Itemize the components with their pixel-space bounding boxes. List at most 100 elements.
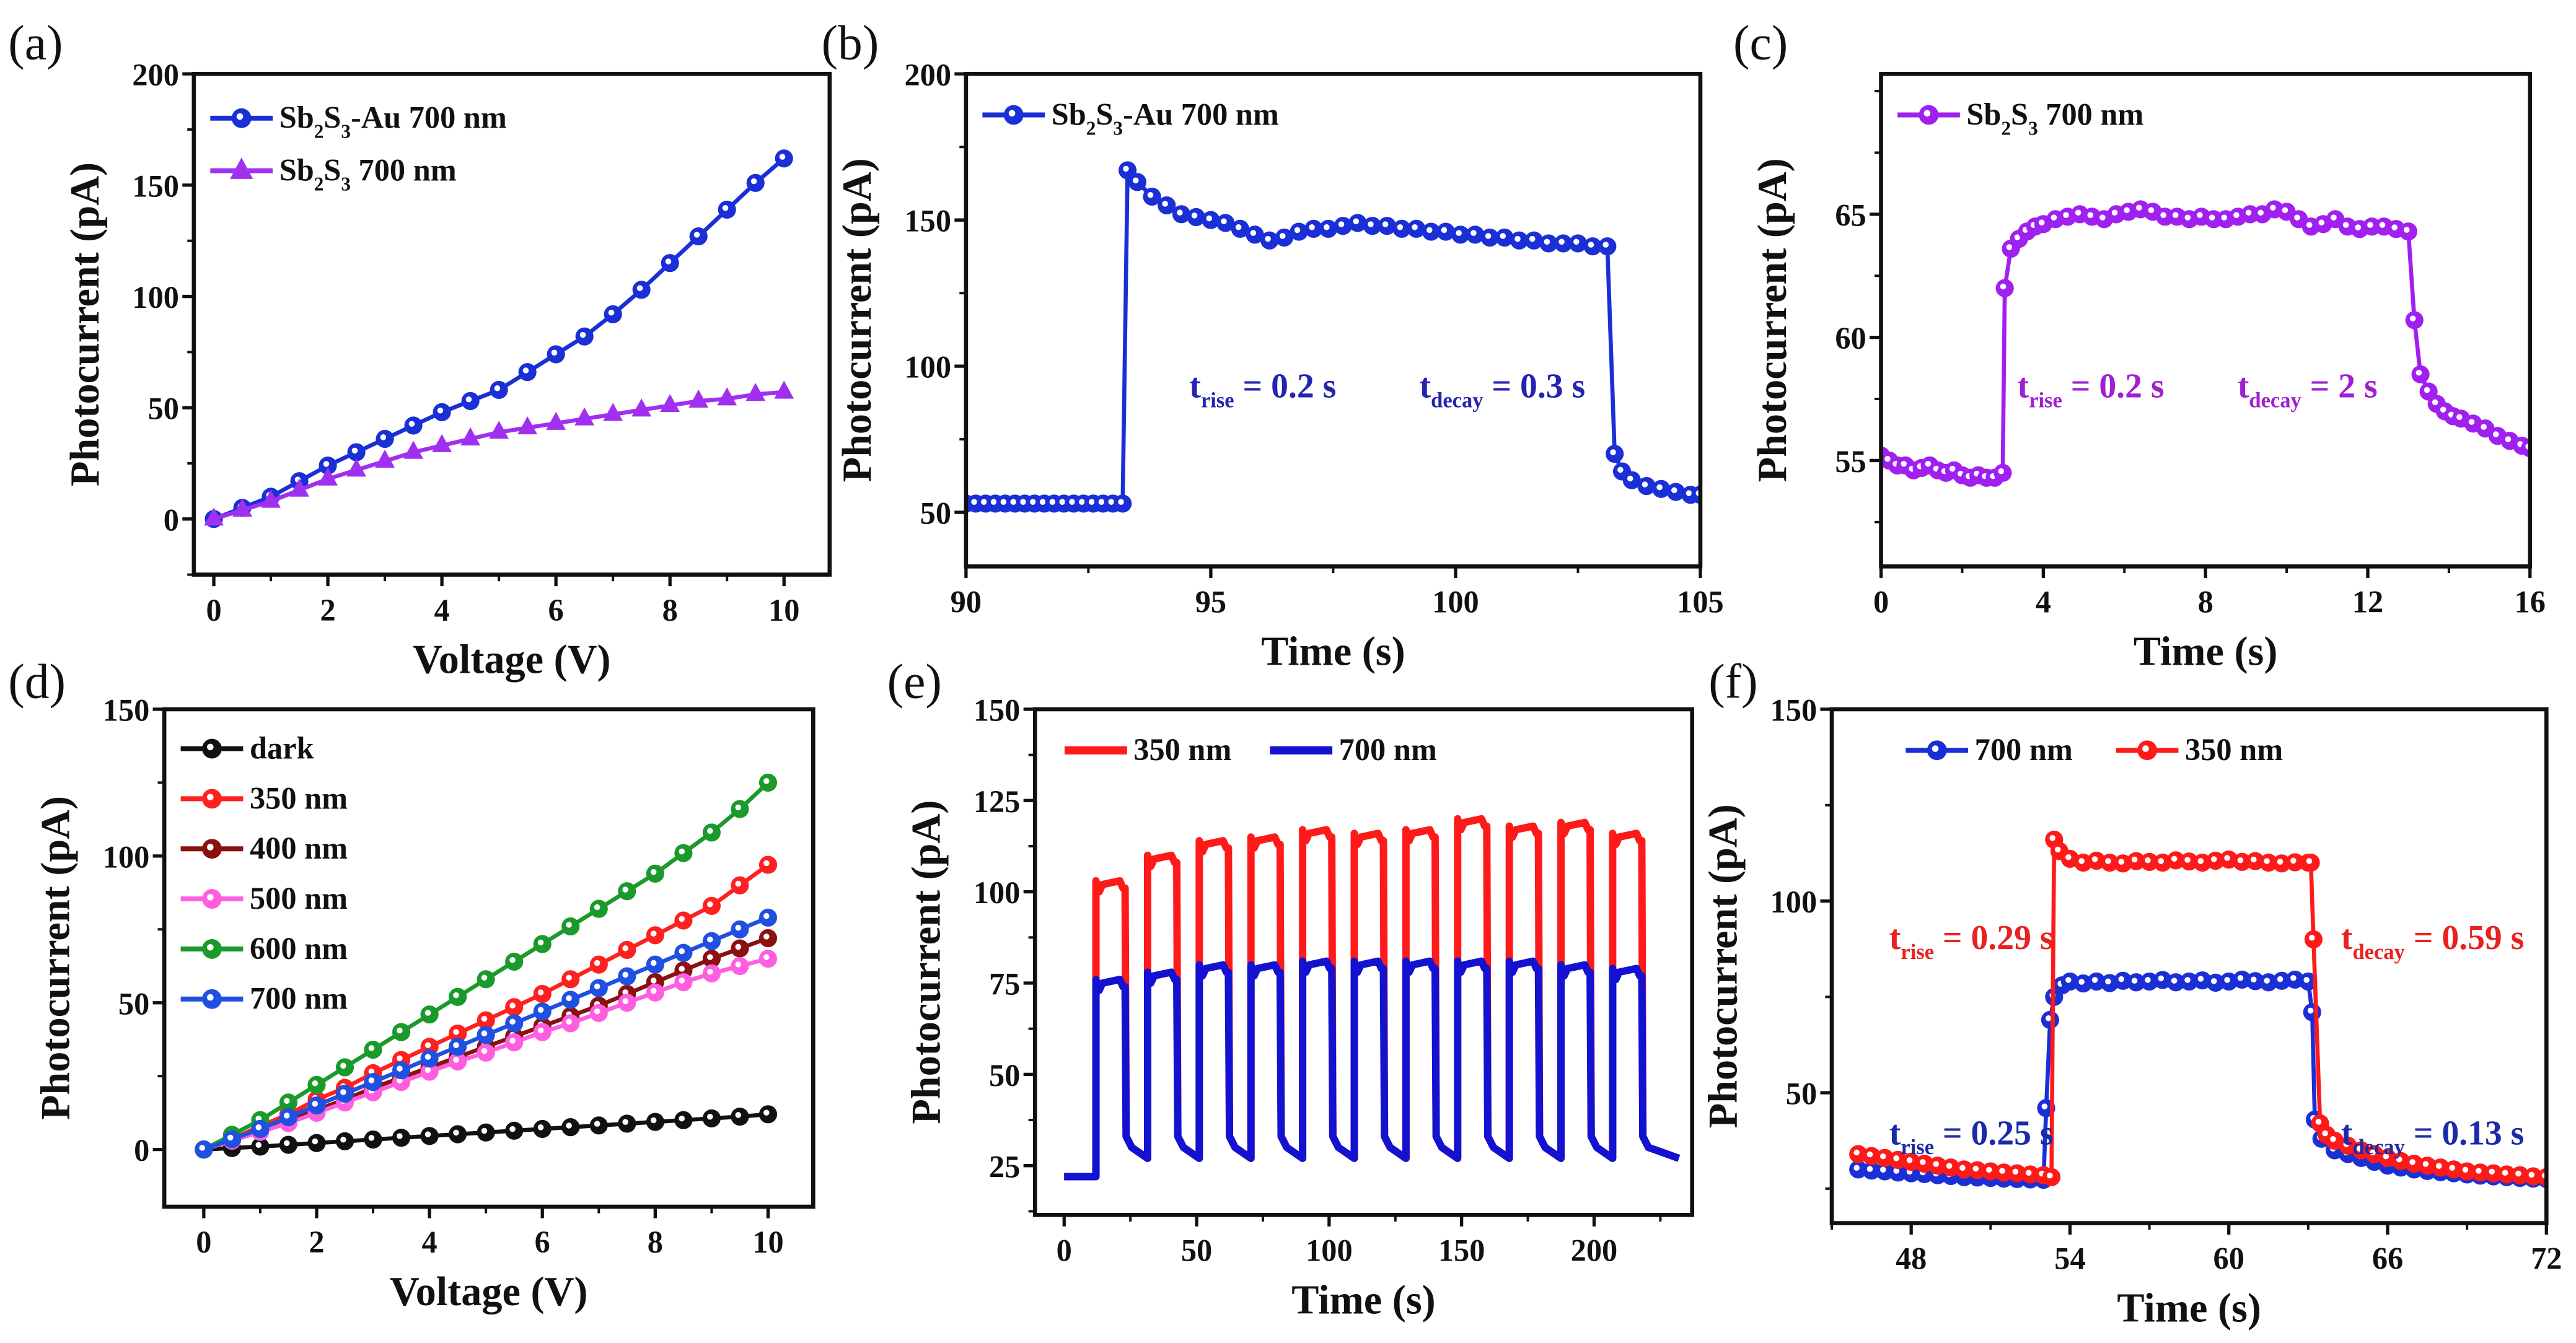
annotation: tdecay = 2 s — [2238, 367, 2378, 412]
y-tick-label: 200 — [904, 58, 951, 92]
y-axis-title: Photocurrent (pA) — [903, 800, 949, 1124]
data-point-highlight — [2224, 855, 2230, 861]
data-point-highlight — [2383, 1153, 2389, 1160]
legend-label: 600 nm — [250, 931, 348, 966]
y-axis-title: Photocurrent (pA) — [835, 158, 880, 482]
x-tick-label: 100 — [1306, 1233, 1353, 1267]
data-point-highlight — [594, 960, 600, 966]
legend: dark 350 nm 400 nm 500 nm 600 nm 700 nm — [180, 730, 348, 1016]
data-point-highlight — [1642, 481, 1648, 488]
data-point-highlight — [1602, 242, 1609, 248]
data-point-highlight — [2065, 977, 2072, 983]
data-point-highlight — [312, 1101, 319, 1107]
data-point-highlight — [1412, 224, 1418, 230]
data-point-highlight — [2330, 1136, 2336, 1142]
panel-b: (b) 90 95 100 105 50 100 150 200 Time (s) Photocur… — [822, 15, 1724, 674]
data-point-highlight — [1500, 233, 1506, 239]
y-tick-label: 150 — [103, 693, 150, 728]
data-point-highlight — [509, 1038, 516, 1044]
data-point-highlight — [2416, 369, 2422, 376]
data-point-highlight — [2014, 234, 2021, 240]
x-tick-label: 16 — [2515, 585, 2546, 619]
data-point-highlight — [2172, 212, 2179, 218]
text-segment: 350 nm — [2185, 732, 2283, 767]
data-point-highlight — [706, 968, 713, 975]
data-point-highlight — [2489, 1168, 2495, 1175]
data-point-highlight — [2422, 1161, 2429, 1167]
panel-label: (d) — [8, 654, 66, 709]
data-point-highlight — [1177, 209, 1183, 216]
x-tick-label: 6 — [535, 1225, 550, 1259]
data-point-highlight — [2237, 857, 2244, 864]
x-tick-label: 4 — [434, 593, 450, 628]
legend-marker-highlight — [207, 743, 214, 751]
x-tick-label: 150 — [1438, 1233, 1485, 1267]
data-point-highlight — [2307, 1007, 2314, 1014]
text-segment: S — [2011, 97, 2028, 131]
data-point-highlight — [368, 1135, 375, 1141]
data-point-highlight — [2063, 212, 2069, 218]
data-point-highlight — [453, 1129, 459, 1136]
legend-label: 700 nm — [250, 981, 348, 1016]
legend-marker-highlight — [207, 894, 214, 901]
data-point-highlight — [2025, 1170, 2032, 1176]
data-point-highlight — [340, 1089, 346, 1095]
y-tick-label: 0 — [134, 1133, 149, 1168]
annotation: tdecay = 0.59 s — [2341, 919, 2524, 964]
data-point-highlight — [551, 349, 558, 356]
series-0 — [965, 161, 1700, 513]
subscript-text: 2 — [314, 121, 324, 142]
text-segment: = 0.2 s — [1234, 367, 1337, 405]
legend-item: 500 nm — [180, 881, 348, 916]
data-point-highlight — [2318, 219, 2325, 225]
subscript-text: rise — [1901, 1135, 1934, 1159]
data-point-highlight — [424, 1054, 431, 1060]
panel-label: (f) — [1708, 654, 1757, 709]
data-point-highlight — [2145, 977, 2151, 983]
y-tick-label: 100 — [974, 875, 1021, 910]
data-point-highlight — [1397, 224, 1404, 230]
data-point-highlight — [2197, 976, 2204, 982]
text-segment: 350 nm — [250, 781, 348, 815]
data-point-highlight — [2505, 436, 2512, 442]
plot-frame — [191, 71, 832, 577]
legend-marker-highlight — [1932, 745, 1939, 752]
subscript-text: decay — [2352, 940, 2404, 964]
data-point-highlight — [1069, 499, 1075, 505]
data-point-highlight — [665, 258, 672, 265]
legend-label: 700 nm — [1339, 732, 1437, 767]
plot-area — [204, 149, 794, 528]
data-point-highlight — [284, 1113, 290, 1119]
data-point-highlight — [2171, 978, 2178, 984]
x-tick-label: 2 — [320, 593, 335, 628]
y-tick-label: 65 — [1835, 198, 1866, 232]
legend: Sb2S3 700 nm — [1897, 97, 2143, 139]
data-point-highlight — [990, 499, 997, 505]
data-point-highlight — [1610, 449, 1616, 455]
x-axis-title: Time (s) — [2117, 1286, 2261, 1331]
data-point-highlight — [679, 966, 685, 972]
data-point-highlight — [679, 916, 685, 922]
data-point-highlight — [1147, 192, 1154, 198]
data-point-highlight — [2158, 975, 2165, 982]
data-point-highlight — [424, 1042, 431, 1048]
data-point-highlight — [1627, 475, 1633, 482]
data-point-highlight — [453, 992, 459, 999]
data-point-highlight — [594, 1008, 600, 1015]
data-point-highlight — [1338, 221, 1345, 227]
x-tick-label: 10 — [768, 593, 799, 628]
legend-label: 500 nm — [250, 881, 348, 916]
legend-label: dark — [250, 730, 314, 765]
data-point-highlight — [1059, 499, 1066, 505]
legend-item: 700 nm — [1906, 732, 2073, 767]
data-point-highlight — [2515, 1170, 2521, 1177]
data-point-highlight — [453, 1042, 459, 1048]
data-point-highlight — [763, 1109, 770, 1116]
text-segment: S — [323, 100, 341, 135]
data-point-highlight — [2308, 934, 2315, 941]
data-point-highlight — [1972, 1165, 1979, 1172]
data-point — [403, 440, 424, 459]
x-tick-label: 95 — [1195, 585, 1226, 619]
x-axis-title: Time (s) — [1291, 1277, 1436, 1323]
